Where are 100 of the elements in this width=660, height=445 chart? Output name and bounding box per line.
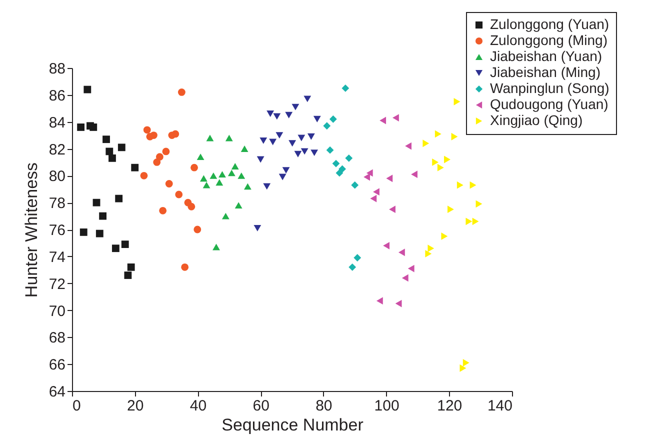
- y-tick-label: 84: [48, 114, 66, 132]
- point: [470, 181, 476, 189]
- point: [405, 142, 412, 150]
- point: [238, 172, 246, 179]
- point: [460, 364, 466, 372]
- point: [351, 181, 359, 189]
- point: [292, 104, 300, 110]
- point: [181, 263, 189, 271]
- point: [202, 182, 210, 188]
- point: [222, 212, 230, 220]
- point: [172, 130, 180, 138]
- y-tick-label: 70: [48, 302, 66, 320]
- point: [332, 160, 340, 168]
- point: [269, 138, 277, 146]
- point: [383, 242, 390, 250]
- point: [115, 194, 123, 202]
- y-tick-label: 72: [48, 276, 66, 293]
- point: [345, 154, 353, 162]
- y-tick-label: 74: [48, 248, 66, 266]
- point: [395, 300, 402, 308]
- point: [127, 263, 135, 271]
- y-tick-label: 68: [48, 330, 66, 347]
- point: [228, 170, 236, 176]
- point: [336, 169, 344, 177]
- point: [354, 254, 362, 262]
- y-tick-label: 82: [48, 141, 66, 158]
- point: [282, 167, 290, 174]
- legend-label: Wanpinglun (Song): [490, 80, 610, 96]
- point: [188, 202, 196, 210]
- y-tick-label: 86: [48, 87, 66, 104]
- point: [422, 140, 430, 148]
- legend-label: Qudougong (Yuan): [490, 96, 608, 112]
- point: [77, 124, 85, 131]
- point: [370, 194, 377, 202]
- point: [298, 134, 306, 142]
- point: [448, 206, 454, 214]
- point: [165, 180, 173, 188]
- point: [225, 134, 233, 142]
- y-tick-label: 64: [48, 384, 66, 400]
- x-tick-label: 100: [374, 398, 400, 414]
- x-tick-label: 0: [72, 398, 81, 414]
- point: [96, 230, 104, 238]
- point: [240, 146, 248, 152]
- point: [366, 169, 373, 177]
- point: [266, 110, 274, 117]
- x-tick-label: 120: [437, 398, 462, 414]
- point: [131, 164, 139, 172]
- y-tick-label: 80: [48, 168, 66, 186]
- point: [254, 224, 262, 232]
- point: [108, 154, 116, 162]
- point: [121, 240, 129, 248]
- point: [273, 113, 281, 120]
- point: [150, 132, 158, 139]
- point: [398, 248, 405, 256]
- point: [156, 153, 164, 161]
- point: [99, 212, 107, 220]
- point: [329, 115, 337, 123]
- point: [162, 148, 170, 156]
- x-tick-label: 140: [487, 398, 512, 414]
- point: [454, 98, 460, 106]
- point: [244, 183, 252, 190]
- point: [212, 244, 220, 250]
- point: [178, 88, 186, 96]
- legend-label: Jiabeishan (Ming): [490, 64, 600, 80]
- point: [276, 132, 284, 139]
- point: [153, 158, 161, 166]
- point: [437, 164, 444, 172]
- point: [456, 181, 464, 189]
- point: [80, 228, 88, 236]
- point: [90, 124, 98, 131]
- point: [476, 200, 482, 208]
- point: [234, 202, 242, 208]
- legend-label: Zulonggong (Ming): [490, 32, 608, 48]
- point: [159, 206, 167, 214]
- y-axis-title: Hunter Whiteness: [22, 162, 41, 298]
- point: [210, 172, 218, 179]
- point: [300, 148, 308, 155]
- x-tick-label: 80: [316, 398, 332, 414]
- x-tick-label: 40: [190, 398, 207, 414]
- x-tick-label: 60: [252, 398, 270, 414]
- point: [102, 136, 110, 144]
- legend-label: Jiabeishan (Yuan): [490, 48, 602, 64]
- point: [84, 86, 92, 94]
- point: [285, 112, 293, 118]
- point: [451, 132, 458, 140]
- point: [194, 226, 202, 234]
- point: [304, 96, 312, 102]
- point: [313, 116, 321, 122]
- point: [288, 140, 296, 147]
- point: [196, 154, 204, 160]
- point: [348, 263, 356, 271]
- point: [124, 272, 132, 279]
- point: [278, 174, 286, 180]
- point: [256, 156, 264, 163]
- point: [386, 174, 393, 182]
- y-tick-label: 66: [48, 356, 66, 374]
- point: [323, 122, 331, 130]
- point: [342, 84, 350, 92]
- point: [118, 144, 126, 152]
- legend-label: Xingjiao (Qing): [490, 112, 583, 128]
